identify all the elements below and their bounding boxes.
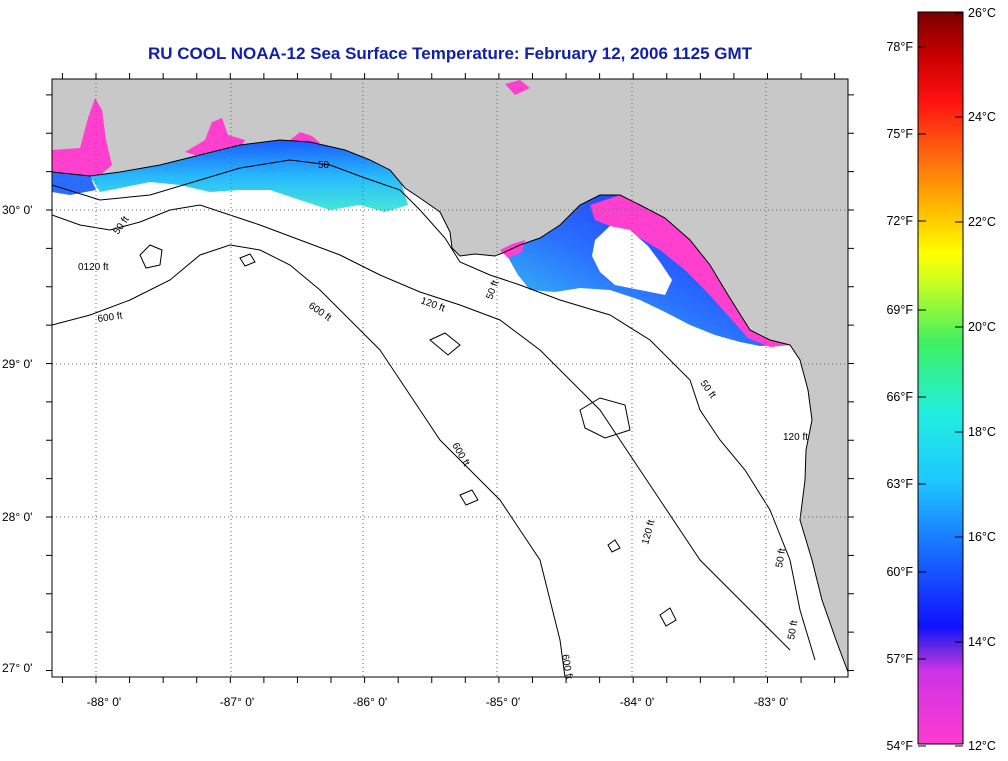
lon-tick-label: -88° 0' — [87, 695, 121, 709]
contour-island-3 — [429, 332, 461, 356]
lat-tick-label: 30° 0' — [2, 203, 32, 217]
lon-tick-label: -84° 0' — [620, 695, 654, 709]
colorbar-f-label: 63°F — [886, 477, 913, 491]
contour-label: 600 ft — [97, 311, 124, 325]
sst-bigbend-pink — [590, 195, 790, 347]
colorbar-c-label: 20°C — [968, 320, 996, 334]
colorbar-c-label: 18°C — [968, 425, 996, 439]
colorbar-f-label: 75°F — [886, 127, 913, 141]
colorbar-c-label: 12°C — [968, 739, 996, 753]
contour-island-2 — [239, 253, 256, 267]
contour-600ft — [52, 244, 566, 677]
contour-island-1 — [139, 244, 163, 269]
lon-tick-label: -85° 0' — [486, 695, 520, 709]
map-title: RU COOL NOAA-12 Sea Surface Temperature:… — [147, 44, 753, 63]
land-mass — [52, 79, 848, 672]
contour-island-5 — [459, 489, 479, 506]
sst-pink-bay-west — [52, 98, 112, 180]
lon-tick-label: -87° 0' — [220, 695, 254, 709]
colorbar-f-label: 72°F — [886, 214, 913, 228]
sst-shelf-west — [52, 172, 96, 195]
sst-pink-inlet — [505, 80, 530, 95]
colorbar-f-label: 60°F — [886, 565, 913, 579]
colorbar-f-label: 57°F — [886, 652, 913, 666]
contour-label: 600 ft — [559, 654, 574, 681]
lat-tick-label: 28° 0' — [2, 510, 32, 524]
colorbar-ticks — [918, 12, 963, 747]
temperature-colorbar — [917, 11, 964, 745]
contour-label: 0120 ft — [78, 262, 109, 273]
colorbar-f-label: 69°F — [886, 303, 913, 317]
contour-label: 50 ft — [786, 619, 800, 640]
lat-tick-label: 29° 0' — [2, 357, 32, 371]
bathymetry-contours — [52, 139, 848, 677]
contour-island-4 — [579, 397, 631, 439]
lon-tick-label: -86° 0' — [353, 695, 387, 709]
colorbar-c-label: 24°C — [968, 110, 996, 124]
contour-50ft — [52, 159, 816, 661]
colorbar-f-label: 66°F — [886, 390, 913, 404]
contour-island-7 — [659, 607, 677, 627]
lat-tick-label: 27° 0' — [2, 661, 32, 675]
graticule — [52, 79, 848, 677]
colorbar-c-label: 22°C — [968, 215, 996, 229]
colorbar-f-label: 78°F — [886, 40, 913, 54]
colorbar-c-label: 14°C — [968, 635, 996, 649]
sst-shelf-panhandle — [90, 140, 408, 212]
colorbar-f-label: 54°F — [886, 739, 913, 753]
contour-coast-line — [52, 139, 848, 673]
plot-frame — [51, 78, 849, 678]
contour-120ft — [52, 204, 791, 651]
contour-island-6 — [607, 539, 621, 553]
contour-label: 120 ft — [783, 432, 808, 443]
contour-label: 50 ft — [774, 547, 788, 568]
contour-label: 50 — [318, 160, 330, 171]
sst-nodata-hole — [592, 226, 672, 295]
lon-tick-label: -83° 0' — [754, 695, 788, 709]
colorbar-c-label: 16°C — [968, 530, 996, 544]
axis-ticks — [46, 73, 854, 683]
colorbar-c-label: 26°C — [968, 6, 996, 20]
